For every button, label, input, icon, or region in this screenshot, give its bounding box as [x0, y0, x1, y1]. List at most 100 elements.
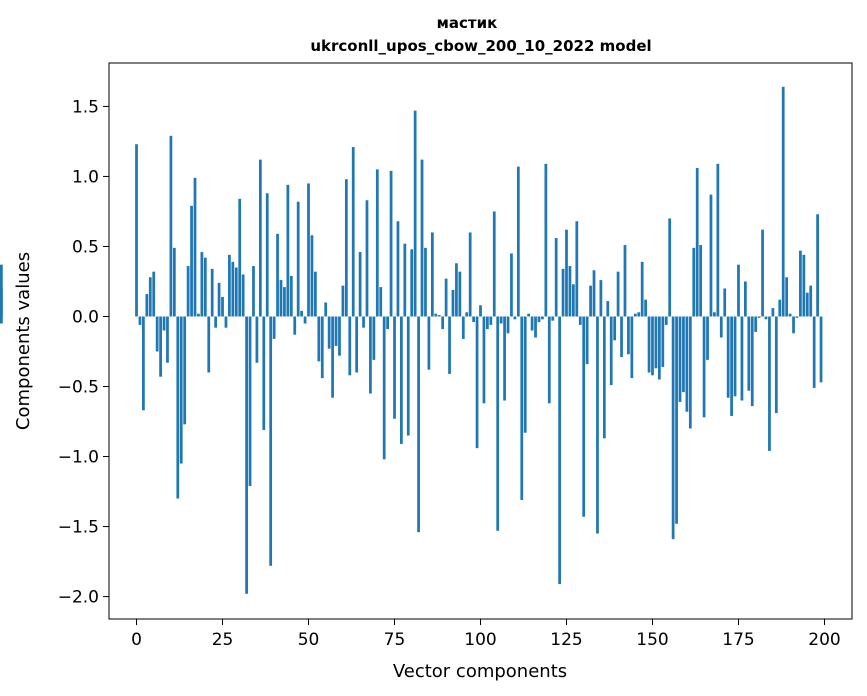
bar [155, 316, 159, 352]
bar [523, 316, 527, 433]
bar [193, 177, 197, 317]
bar [530, 316, 534, 331]
y-tick-label: 0.5 [72, 237, 99, 257]
bar [743, 281, 747, 317]
bar [537, 316, 541, 323]
bar [331, 316, 334, 398]
bar [348, 316, 352, 376]
bar [142, 316, 145, 411]
bar [334, 316, 338, 346]
x-tick-label: 100 [464, 630, 496, 650]
bar [771, 308, 775, 317]
y-tick-label: −0.5 [58, 378, 99, 398]
bar [513, 316, 517, 320]
bar [630, 316, 634, 379]
y-axis-label: Components values [13, 252, 34, 430]
bar [699, 245, 703, 317]
bar [709, 194, 713, 317]
bar [203, 257, 207, 317]
bar [162, 316, 166, 331]
bar [510, 253, 513, 317]
bar [737, 264, 740, 317]
bar [338, 316, 341, 356]
bar [0, 288, 3, 317]
bar [245, 316, 248, 594]
bar [599, 280, 603, 317]
bar [520, 316, 524, 500]
bar [424, 247, 427, 317]
bar [496, 316, 500, 531]
x-tick-label: 150 [636, 630, 668, 650]
bar [781, 86, 785, 317]
bar [582, 316, 586, 517]
bar [792, 316, 795, 334]
bar [812, 316, 816, 388]
bar [799, 250, 802, 317]
bar [819, 316, 823, 383]
bar [561, 268, 565, 317]
bar [451, 289, 455, 317]
bar [654, 316, 658, 369]
bar [761, 229, 764, 317]
x-tick-label: 175 [722, 630, 754, 650]
bar [702, 316, 706, 418]
bar [152, 271, 156, 317]
bar [269, 316, 273, 566]
bar [547, 316, 551, 404]
bar [475, 316, 479, 449]
bar [135, 144, 138, 317]
plot-frame [108, 62, 853, 620]
bar [172, 247, 176, 317]
bar [283, 287, 286, 317]
bar [492, 211, 496, 317]
bar [596, 316, 599, 534]
bar [355, 316, 359, 373]
bar [778, 299, 782, 317]
bar [375, 169, 379, 317]
bar [740, 316, 744, 401]
bar [644, 299, 647, 317]
bar [627, 316, 630, 355]
bar [664, 316, 668, 325]
y-tick-label: 1.0 [72, 167, 99, 187]
bar [682, 316, 685, 393]
y-tick-label: 1.5 [72, 97, 99, 117]
chart-title: мастик [437, 14, 498, 32]
bar [362, 316, 365, 328]
bar [241, 274, 245, 317]
bar [258, 159, 262, 317]
bar [393, 316, 396, 419]
bar [221, 296, 224, 317]
bar [145, 294, 149, 317]
bar [733, 316, 737, 397]
bar [420, 159, 424, 317]
bar [444, 278, 448, 317]
bar [633, 313, 637, 317]
bar [448, 316, 451, 374]
bar [289, 275, 293, 317]
bar [183, 316, 187, 425]
bar [788, 313, 792, 317]
bar [585, 316, 589, 365]
bar [372, 316, 376, 360]
bar [609, 316, 613, 386]
bar [572, 284, 575, 317]
bar [344, 179, 348, 317]
x-tick-label: 50 [298, 630, 320, 650]
bar [516, 166, 520, 317]
x-tick-label: 200 [808, 630, 840, 650]
bar [303, 316, 307, 324]
bar [465, 312, 469, 317]
bar [764, 316, 768, 320]
bar [671, 316, 675, 540]
bar [620, 316, 623, 358]
bar [795, 316, 799, 318]
bar [623, 245, 627, 317]
bar [565, 229, 568, 317]
bar [248, 316, 252, 486]
bar [816, 214, 819, 317]
bar [589, 285, 592, 317]
bar [544, 163, 548, 317]
bar [668, 218, 672, 317]
